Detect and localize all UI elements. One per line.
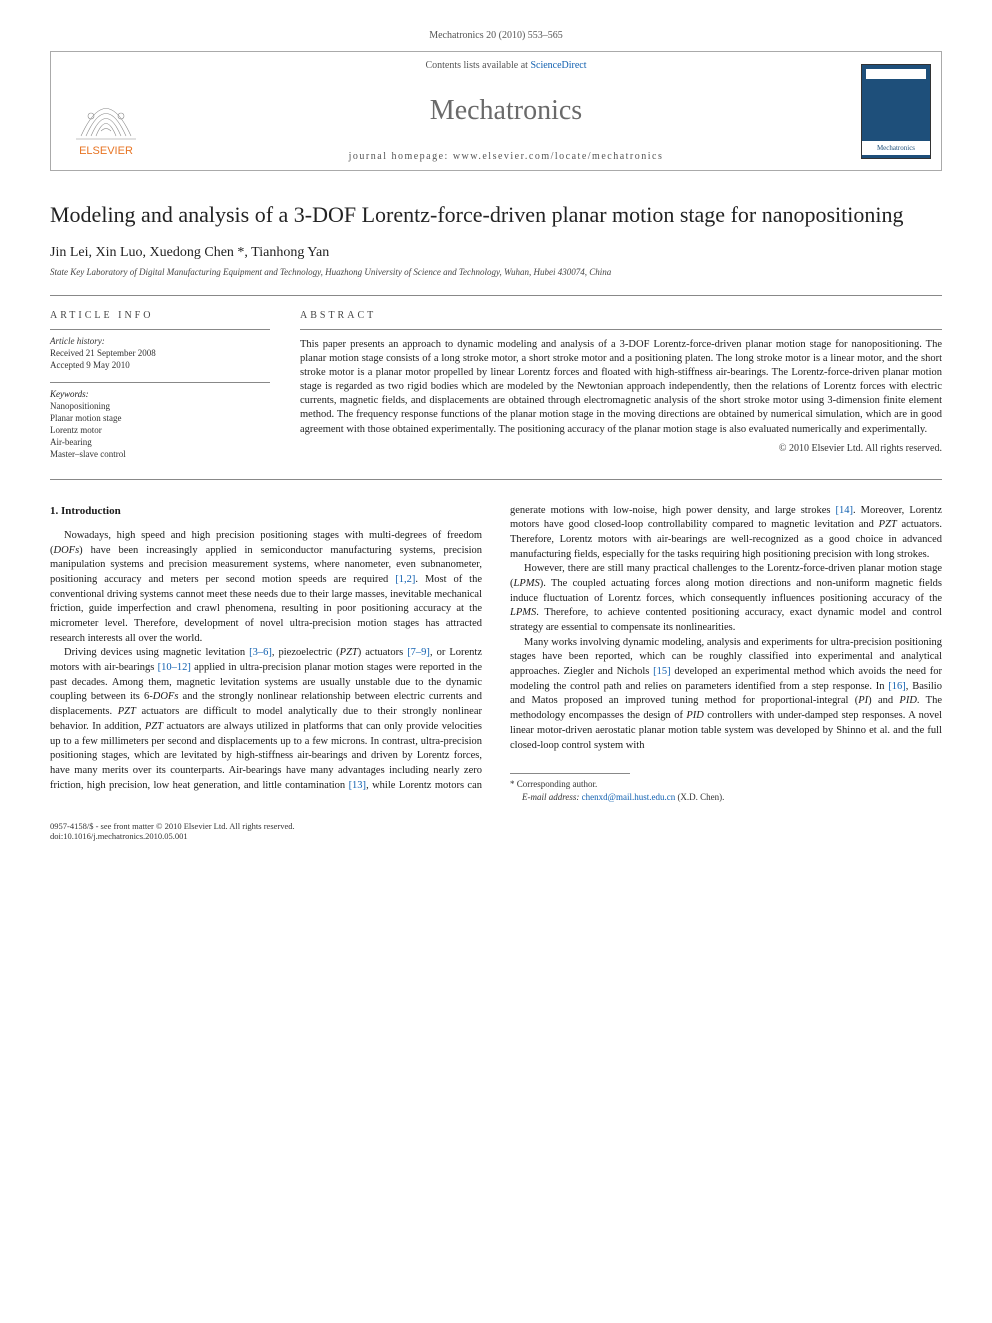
text-run: , piezoelectric ( — [272, 647, 340, 658]
history-label: Article history: — [50, 336, 270, 346]
header-center: Contents lists available at ScienceDirec… — [161, 52, 851, 170]
em-run: DOFs — [54, 545, 80, 556]
footnote-separator — [510, 773, 630, 774]
contents-line: Contents lists available at ScienceDirec… — [161, 60, 851, 71]
body-columns: 1. Introduction Nowadays, high speed and… — [50, 504, 942, 804]
cover-label: Mechatronics — [862, 141, 930, 155]
text-run: . Therefore, to achieve contented positi… — [510, 607, 942, 633]
body-paragraph: Nowadays, high speed and high precision … — [50, 529, 482, 647]
journal-title: Mechatronics — [161, 95, 851, 127]
doi-line: doi:10.1016/j.mechatronics.2010.05.001 — [50, 831, 942, 841]
divider — [50, 295, 942, 296]
article-info-column: article info Article history: Received 2… — [50, 310, 270, 461]
svg-text:ELSEVIER: ELSEVIER — [79, 145, 133, 157]
keyword: Master–slave control — [50, 449, 270, 459]
corresponding-author-footnote: * Corresponding author. E-mail address: … — [510, 778, 942, 803]
bottom-matter: 0957-4158/$ - see front matter © 2010 El… — [50, 821, 942, 841]
citation-link[interactable]: [16] — [888, 681, 906, 692]
em-run: PZT — [340, 647, 358, 658]
em-run: LPMS — [514, 578, 540, 589]
em-run: PI — [858, 695, 868, 706]
text-run: ). The coupled actuating forces along mo… — [510, 578, 942, 604]
citation-link[interactable]: [15] — [653, 666, 671, 677]
em-run: PZT — [118, 706, 136, 717]
article-title: Modeling and analysis of a 3-DOF Lorentz… — [50, 201, 942, 229]
citation-link[interactable]: [10–12] — [158, 662, 191, 673]
cover-thumb-box: Mechatronics — [851, 52, 941, 170]
em-run: PZT — [879, 519, 897, 530]
body-paragraph: However, there are still many practical … — [510, 562, 942, 635]
abstract-text: This paper presents an approach to dynam… — [300, 338, 942, 437]
citation-link[interactable]: [7–9] — [407, 647, 430, 658]
front-matter-line: 0957-4158/$ - see front matter © 2010 El… — [50, 821, 942, 831]
journal-homepage: journal homepage: www.elsevier.com/locat… — [161, 151, 851, 162]
text-run: Driving devices using magnetic levitatio… — [64, 647, 249, 658]
contents-prefix: Contents lists available at — [425, 60, 530, 71]
keyword: Lorentz motor — [50, 425, 270, 435]
article-info-heading: article info — [50, 310, 270, 321]
citation-link[interactable]: [14] — [836, 505, 854, 516]
keyword: Air-bearing — [50, 437, 270, 447]
keyword: Nanopositioning — [50, 401, 270, 411]
em-run: PID — [899, 695, 917, 706]
history-received: Received 21 September 2008 — [50, 348, 270, 358]
journal-header-box: ELSEVIER Contents lists available at Sci… — [50, 51, 942, 171]
sciencedirect-link[interactable]: ScienceDirect — [530, 60, 586, 71]
em-run: DOFs — [153, 691, 179, 702]
publisher-logo-box: ELSEVIER — [51, 52, 161, 170]
email-label: E-mail address: — [522, 792, 582, 802]
section-title-intro: 1. Introduction — [50, 504, 482, 519]
citation-link[interactable]: [3–6] — [249, 647, 272, 658]
text-run: ) and — [868, 695, 899, 706]
em-run: PID — [686, 710, 704, 721]
footnote-email-line: E-mail address: chenxd@mail.hust.edu.cn … — [510, 791, 942, 804]
cover-thumb-icon: Mechatronics — [861, 64, 931, 159]
email-suffix: (X.D. Chen). — [675, 792, 724, 802]
abstract-copyright: © 2010 Elsevier Ltd. All rights reserved… — [300, 443, 942, 454]
divider — [50, 382, 270, 383]
keyword: Planar motion stage — [50, 413, 270, 423]
info-abstract-row: article info Article history: Received 2… — [50, 310, 942, 461]
citation-link[interactable]: [13] — [349, 780, 367, 791]
journal-reference: Mechatronics 20 (2010) 553–565 — [50, 30, 942, 41]
history-accepted: Accepted 9 May 2010 — [50, 360, 270, 370]
email-link[interactable]: chenxd@mail.hust.edu.cn — [582, 792, 676, 802]
abstract-heading: abstract — [300, 310, 942, 321]
keywords-label: Keywords: — [50, 389, 270, 399]
em-run: PZT — [145, 721, 163, 732]
citation-link[interactable]: [1,2] — [395, 574, 415, 585]
body-paragraph: Many works involving dynamic modeling, a… — [510, 636, 942, 754]
text-run: ) actuators — [358, 647, 407, 658]
em-run: LPMS — [510, 607, 536, 618]
divider — [50, 479, 942, 480]
elsevier-logo-icon: ELSEVIER — [61, 61, 151, 161]
affiliation: State Key Laboratory of Digital Manufact… — [50, 267, 942, 277]
footnote-label: * Corresponding author. — [510, 778, 942, 791]
divider — [300, 329, 942, 330]
abstract-column: abstract This paper presents an approach… — [300, 310, 942, 461]
authors: Jin Lei, Xin Luo, Xuedong Chen *, Tianho… — [50, 245, 942, 261]
divider — [50, 329, 270, 330]
